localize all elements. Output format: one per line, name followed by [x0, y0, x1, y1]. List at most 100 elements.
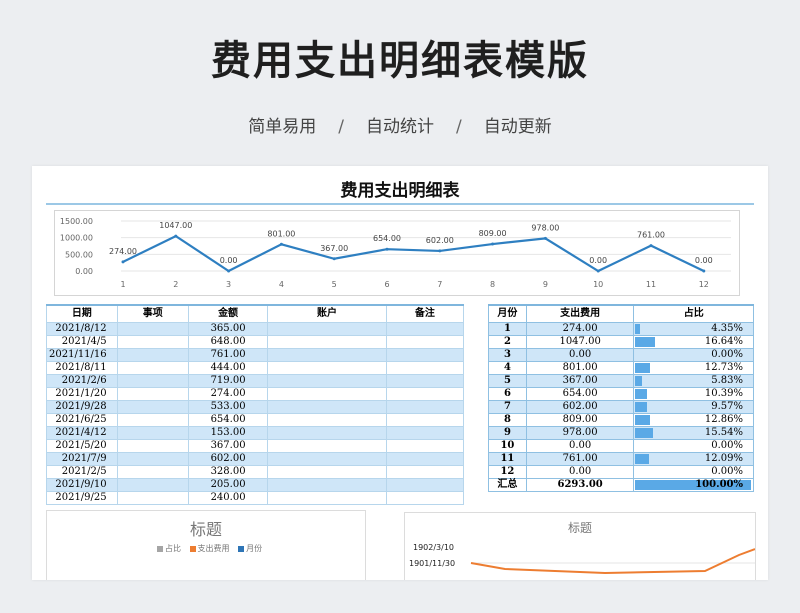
- cell-ratio[interactable]: 9.57%: [633, 400, 754, 414]
- cell-amount[interactable]: 654.00: [187, 413, 269, 427]
- cell-note[interactable]: [385, 322, 465, 336]
- data-point[interactable]: [174, 234, 178, 238]
- cell-date[interactable]: 2021/6/25: [46, 413, 118, 427]
- cell-account[interactable]: [267, 387, 387, 401]
- cell-note[interactable]: [385, 452, 465, 466]
- cell-expense[interactable]: 0.00: [525, 439, 635, 453]
- cell-expense[interactable]: 0.00: [525, 348, 635, 362]
- cell-item[interactable]: [116, 400, 189, 414]
- cell-note[interactable]: [385, 439, 465, 453]
- cell-item[interactable]: [116, 413, 189, 427]
- cell-month[interactable]: 4: [488, 361, 527, 375]
- bar-chart-placeholder[interactable]: 标题 占比 支出费用 月份: [46, 510, 366, 580]
- cell-note[interactable]: [385, 335, 465, 349]
- date-line-chart[interactable]: 标题 1902/3/10 1901/11/30: [404, 512, 756, 580]
- cell-amount[interactable]: 365.00: [187, 322, 269, 336]
- data-point[interactable]: [491, 242, 495, 246]
- cell-ratio[interactable]: 4.35%: [633, 322, 754, 336]
- cell-account[interactable]: [267, 478, 387, 492]
- cell-note[interactable]: [385, 426, 465, 440]
- data-point[interactable]: [702, 269, 706, 273]
- cell-expense[interactable]: 978.00: [525, 426, 635, 440]
- data-point[interactable]: [649, 244, 653, 248]
- cell-note[interactable]: [385, 478, 465, 492]
- cell-expense[interactable]: 809.00: [525, 413, 635, 427]
- data-point[interactable]: [279, 242, 283, 246]
- cell-account[interactable]: [267, 374, 387, 388]
- cell-item[interactable]: [116, 465, 189, 479]
- cell-amount[interactable]: 274.00: [187, 387, 269, 401]
- cell-expense[interactable]: 801.00: [525, 361, 635, 375]
- cell-month[interactable]: 7: [488, 400, 527, 414]
- cell-item[interactable]: [116, 335, 189, 349]
- cell-month[interactable]: 1: [488, 322, 527, 336]
- cell-expense[interactable]: 761.00: [525, 452, 635, 466]
- col-header-item[interactable]: 事项: [116, 304, 189, 323]
- cell-item[interactable]: [116, 452, 189, 466]
- cell-account[interactable]: [267, 335, 387, 349]
- cell-ratio[interactable]: 5.83%: [633, 374, 754, 388]
- cell-amount[interactable]: 533.00: [187, 400, 269, 414]
- cell-expense[interactable]: 1047.00: [525, 335, 635, 349]
- cell-item[interactable]: [116, 387, 189, 401]
- cell-amount[interactable]: 719.00: [187, 374, 269, 388]
- cell-item[interactable]: [116, 361, 189, 375]
- data-point[interactable]: [227, 269, 231, 273]
- cell-month[interactable]: 10: [488, 439, 527, 453]
- cell-amount[interactable]: 444.00: [187, 361, 269, 375]
- cell-ratio[interactable]: 15.54%: [633, 426, 754, 440]
- cell-account[interactable]: [267, 452, 387, 466]
- cell-account[interactable]: [267, 322, 387, 336]
- data-point[interactable]: [543, 236, 547, 240]
- cell-date[interactable]: 2021/8/11: [46, 361, 118, 375]
- cell-ratio[interactable]: 12.73%: [633, 361, 754, 375]
- cell-ratio[interactable]: 0.00%: [633, 439, 754, 453]
- cell-amount[interactable]: 240.00: [187, 491, 269, 505]
- col-header-note[interactable]: 备注: [385, 304, 465, 323]
- cell-date[interactable]: 2021/9/25: [46, 491, 118, 505]
- cell-ratio[interactable]: 16.64%: [633, 335, 754, 349]
- cell-item[interactable]: [116, 348, 189, 362]
- data-point[interactable]: [121, 260, 125, 264]
- cell-note[interactable]: [385, 374, 465, 388]
- col-header-ratio[interactable]: 占比: [633, 304, 754, 323]
- cell-total-label[interactable]: 汇总: [488, 478, 527, 492]
- cell-expense[interactable]: 602.00: [525, 400, 635, 414]
- cell-date[interactable]: 2021/2/6: [46, 374, 118, 388]
- cell-item[interactable]: [116, 374, 189, 388]
- expense-series-line[interactable]: [122, 234, 705, 273]
- cell-note[interactable]: [385, 361, 465, 375]
- cell-note[interactable]: [385, 400, 465, 414]
- cell-date[interactable]: 2021/2/5: [46, 465, 118, 479]
- cell-month[interactable]: 9: [488, 426, 527, 440]
- cell-month[interactable]: 11: [488, 452, 527, 466]
- cell-ratio[interactable]: 0.00%: [633, 465, 754, 479]
- cell-note[interactable]: [385, 465, 465, 479]
- cell-note[interactable]: [385, 387, 465, 401]
- cell-month[interactable]: 8: [488, 413, 527, 427]
- cell-date[interactable]: 2021/7/9: [46, 452, 118, 466]
- cell-item[interactable]: [116, 322, 189, 336]
- cell-expense[interactable]: 654.00: [525, 387, 635, 401]
- cell-expense[interactable]: 0.00: [525, 465, 635, 479]
- cell-month[interactable]: 2: [488, 335, 527, 349]
- col-header-expense[interactable]: 支出费用: [525, 304, 635, 323]
- cell-date[interactable]: 2021/5/20: [46, 439, 118, 453]
- cell-expense[interactable]: 274.00: [525, 322, 635, 336]
- cell-total-amount[interactable]: 6293.00: [525, 478, 635, 492]
- data-point[interactable]: [438, 249, 442, 253]
- cell-date[interactable]: 2021/8/12: [46, 322, 118, 336]
- cell-month[interactable]: 5: [488, 374, 527, 388]
- cell-amount[interactable]: 648.00: [187, 335, 269, 349]
- cell-account[interactable]: [267, 439, 387, 453]
- cell-account[interactable]: [267, 400, 387, 414]
- data-point[interactable]: [385, 247, 389, 251]
- cell-month[interactable]: 6: [488, 387, 527, 401]
- monthly-line-chart[interactable]: 0.00 500.00 1000.00 1500.00 274.00 1 1047.00 2 0…: [54, 210, 740, 296]
- cell-expense[interactable]: 367.00: [525, 374, 635, 388]
- cell-amount[interactable]: 761.00: [187, 348, 269, 362]
- cell-account[interactable]: [267, 426, 387, 440]
- cell-total-ratio[interactable]: 100.00%: [633, 478, 754, 492]
- cell-date[interactable]: 2021/9/28: [46, 400, 118, 414]
- cell-amount[interactable]: 328.00: [187, 465, 269, 479]
